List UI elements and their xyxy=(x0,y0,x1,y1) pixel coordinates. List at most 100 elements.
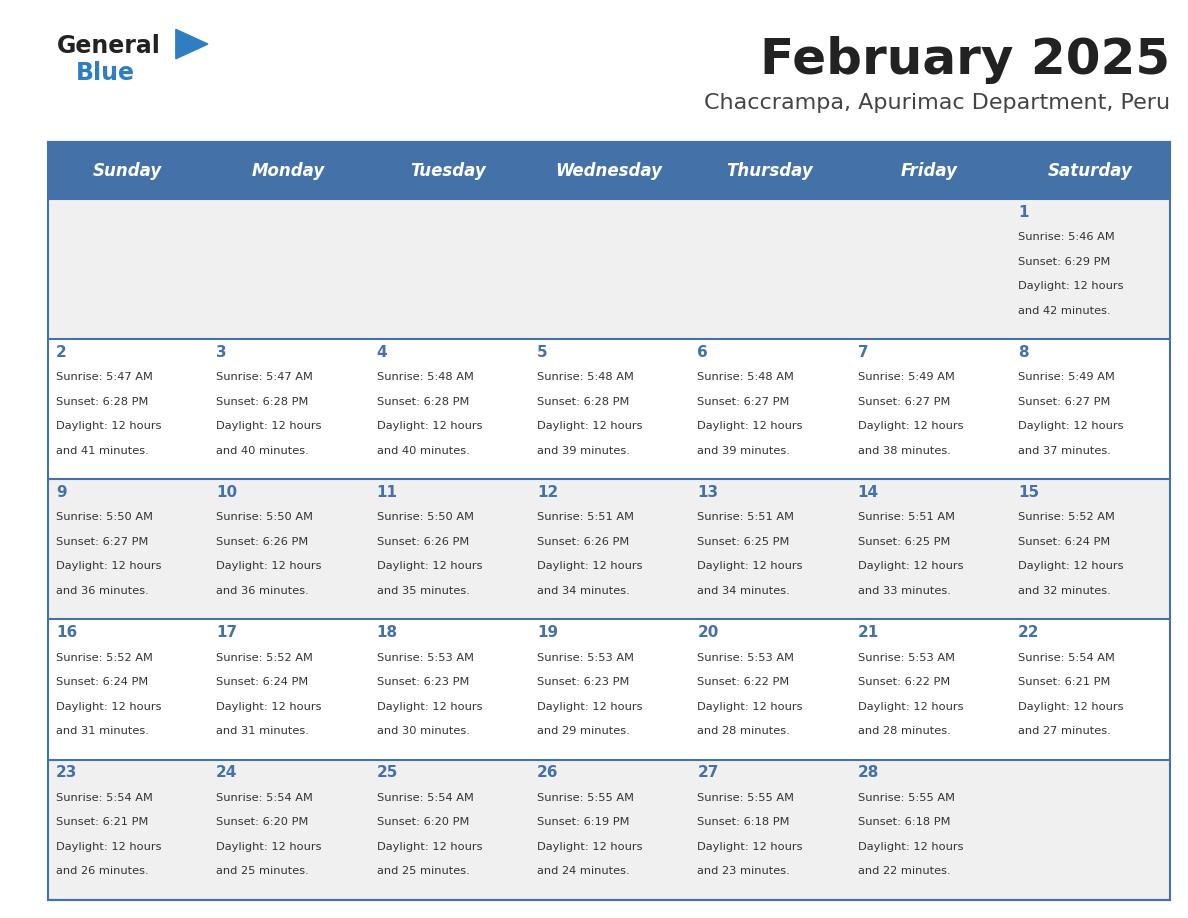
Bar xyxy=(1010,759,1170,900)
Text: and 33 minutes.: and 33 minutes. xyxy=(858,586,950,596)
Text: 8: 8 xyxy=(1018,345,1029,360)
Text: Sunset: 6:25 PM: Sunset: 6:25 PM xyxy=(697,537,790,547)
Text: 6: 6 xyxy=(697,345,708,360)
Text: 23: 23 xyxy=(56,765,77,780)
Text: 10: 10 xyxy=(216,485,238,500)
Text: Daylight: 12 hours: Daylight: 12 hours xyxy=(858,701,963,711)
Text: Sunset: 6:18 PM: Sunset: 6:18 PM xyxy=(697,817,790,827)
Text: 16: 16 xyxy=(56,625,77,640)
Text: Sunrise: 5:51 AM: Sunrise: 5:51 AM xyxy=(697,512,795,522)
Text: Daylight: 12 hours: Daylight: 12 hours xyxy=(216,701,322,711)
Bar xyxy=(849,340,1010,479)
Text: 11: 11 xyxy=(377,485,398,500)
Text: and 27 minutes.: and 27 minutes. xyxy=(1018,726,1111,736)
Text: Sunset: 6:20 PM: Sunset: 6:20 PM xyxy=(377,817,469,827)
Text: Sunset: 6:23 PM: Sunset: 6:23 PM xyxy=(537,677,630,687)
Text: Sunday: Sunday xyxy=(93,162,163,180)
Text: Daylight: 12 hours: Daylight: 12 hours xyxy=(537,842,643,852)
Text: and 40 minutes.: and 40 minutes. xyxy=(377,446,469,456)
Text: 2: 2 xyxy=(56,345,67,360)
Bar xyxy=(1010,479,1170,620)
Text: and 34 minutes.: and 34 minutes. xyxy=(537,586,630,596)
Bar xyxy=(689,620,849,759)
Text: Sunset: 6:28 PM: Sunset: 6:28 PM xyxy=(377,397,469,407)
Text: and 24 minutes.: and 24 minutes. xyxy=(537,867,630,876)
Text: Sunrise: 5:47 AM: Sunrise: 5:47 AM xyxy=(216,373,314,382)
Text: Sunset: 6:22 PM: Sunset: 6:22 PM xyxy=(858,677,950,687)
Text: Blue: Blue xyxy=(76,62,135,85)
Text: 22: 22 xyxy=(1018,625,1040,640)
Text: Sunset: 6:28 PM: Sunset: 6:28 PM xyxy=(537,397,630,407)
Text: General: General xyxy=(57,34,160,58)
Text: Daylight: 12 hours: Daylight: 12 hours xyxy=(377,562,482,572)
Text: and 38 minutes.: and 38 minutes. xyxy=(858,446,950,456)
Text: Sunset: 6:24 PM: Sunset: 6:24 PM xyxy=(56,677,148,687)
Bar xyxy=(48,340,208,479)
Text: and 39 minutes.: and 39 minutes. xyxy=(697,446,790,456)
Bar xyxy=(849,199,1010,340)
Bar xyxy=(529,199,689,340)
Text: Sunrise: 5:50 AM: Sunrise: 5:50 AM xyxy=(377,512,474,522)
Bar xyxy=(48,142,1170,900)
Text: Sunrise: 5:49 AM: Sunrise: 5:49 AM xyxy=(1018,373,1116,382)
Text: Daylight: 12 hours: Daylight: 12 hours xyxy=(216,421,322,431)
Text: Sunset: 6:20 PM: Sunset: 6:20 PM xyxy=(216,817,309,827)
Bar xyxy=(1010,199,1170,340)
Bar xyxy=(208,340,368,479)
Text: and 28 minutes.: and 28 minutes. xyxy=(858,726,950,736)
Text: and 36 minutes.: and 36 minutes. xyxy=(56,586,148,596)
Text: Daylight: 12 hours: Daylight: 12 hours xyxy=(56,701,162,711)
Text: Sunrise: 5:54 AM: Sunrise: 5:54 AM xyxy=(377,792,474,802)
Text: 14: 14 xyxy=(858,485,879,500)
Bar xyxy=(849,620,1010,759)
Text: Sunset: 6:26 PM: Sunset: 6:26 PM xyxy=(537,537,630,547)
Text: Sunrise: 5:54 AM: Sunrise: 5:54 AM xyxy=(216,792,314,802)
Text: Sunrise: 5:49 AM: Sunrise: 5:49 AM xyxy=(858,373,955,382)
Text: and 22 minutes.: and 22 minutes. xyxy=(858,867,950,876)
Text: Sunrise: 5:52 AM: Sunrise: 5:52 AM xyxy=(216,653,314,663)
Text: Chaccrampa, Apurimac Department, Peru: Chaccrampa, Apurimac Department, Peru xyxy=(704,93,1170,113)
Text: Sunset: 6:19 PM: Sunset: 6:19 PM xyxy=(537,817,630,827)
Text: Daylight: 12 hours: Daylight: 12 hours xyxy=(858,842,963,852)
Text: Wednesday: Wednesday xyxy=(555,162,663,180)
Text: Sunset: 6:26 PM: Sunset: 6:26 PM xyxy=(377,537,469,547)
Text: Daylight: 12 hours: Daylight: 12 hours xyxy=(1018,421,1124,431)
Text: Sunset: 6:29 PM: Sunset: 6:29 PM xyxy=(1018,257,1111,267)
Text: Sunset: 6:26 PM: Sunset: 6:26 PM xyxy=(216,537,309,547)
Text: and 29 minutes.: and 29 minutes. xyxy=(537,726,630,736)
Bar xyxy=(48,479,208,620)
Text: 9: 9 xyxy=(56,485,67,500)
Text: Sunrise: 5:53 AM: Sunrise: 5:53 AM xyxy=(697,653,795,663)
Bar xyxy=(208,479,368,620)
Text: 24: 24 xyxy=(216,765,238,780)
Text: Monday: Monday xyxy=(252,162,324,180)
Text: 18: 18 xyxy=(377,625,398,640)
Text: Daylight: 12 hours: Daylight: 12 hours xyxy=(56,562,162,572)
Text: Sunrise: 5:53 AM: Sunrise: 5:53 AM xyxy=(537,653,634,663)
Text: and 30 minutes.: and 30 minutes. xyxy=(377,726,469,736)
Bar xyxy=(689,479,849,620)
Text: Sunset: 6:22 PM: Sunset: 6:22 PM xyxy=(697,677,790,687)
Text: 25: 25 xyxy=(377,765,398,780)
Text: Sunrise: 5:54 AM: Sunrise: 5:54 AM xyxy=(1018,653,1116,663)
Bar xyxy=(368,199,529,340)
Bar xyxy=(689,142,849,199)
Text: and 37 minutes.: and 37 minutes. xyxy=(1018,446,1111,456)
Text: Sunrise: 5:55 AM: Sunrise: 5:55 AM xyxy=(858,792,955,802)
Text: and 26 minutes.: and 26 minutes. xyxy=(56,867,148,876)
Bar xyxy=(208,759,368,900)
Text: and 35 minutes.: and 35 minutes. xyxy=(377,586,469,596)
Text: Daylight: 12 hours: Daylight: 12 hours xyxy=(377,842,482,852)
Text: Daylight: 12 hours: Daylight: 12 hours xyxy=(537,421,643,431)
Bar xyxy=(48,142,208,199)
Text: Sunrise: 5:50 AM: Sunrise: 5:50 AM xyxy=(216,512,314,522)
Text: 13: 13 xyxy=(697,485,719,500)
Bar xyxy=(689,199,849,340)
Text: and 34 minutes.: and 34 minutes. xyxy=(697,586,790,596)
Text: and 42 minutes.: and 42 minutes. xyxy=(1018,306,1111,316)
Text: 28: 28 xyxy=(858,765,879,780)
Text: and 39 minutes.: and 39 minutes. xyxy=(537,446,630,456)
Text: Sunrise: 5:52 AM: Sunrise: 5:52 AM xyxy=(1018,512,1116,522)
Bar xyxy=(208,620,368,759)
Bar xyxy=(689,340,849,479)
